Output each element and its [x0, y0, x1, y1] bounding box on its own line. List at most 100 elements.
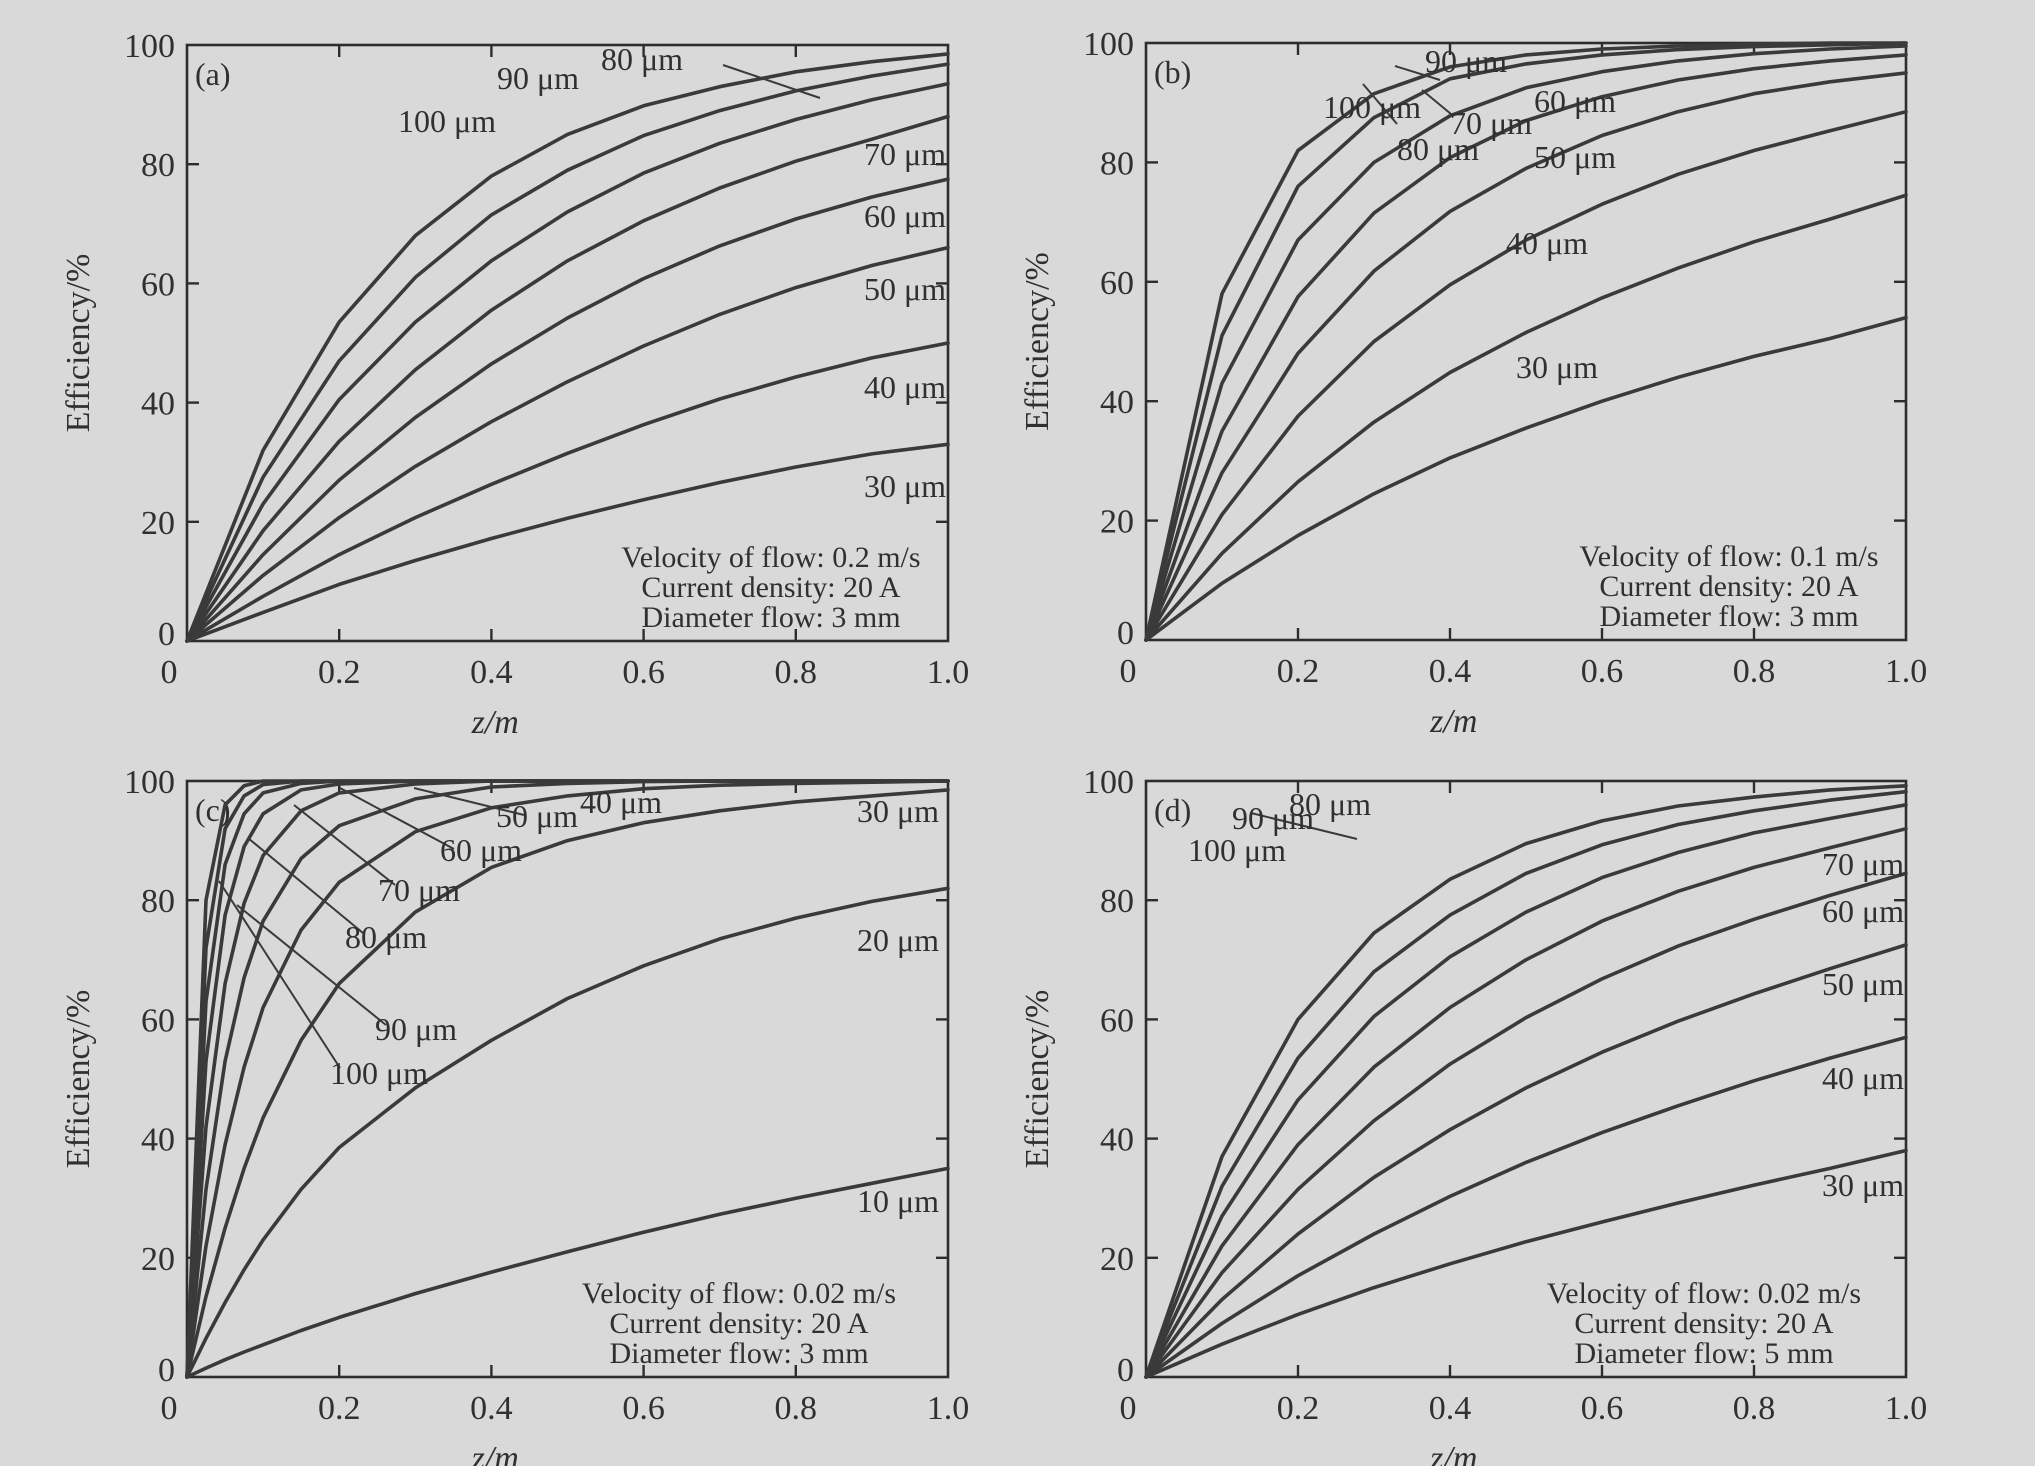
series-label: 70 μm: [1822, 846, 1904, 882]
series-line-30m: [1144, 1148, 1908, 1379]
chart-panel-c: 0 0.2 0.4 0.6 0.8 1.0 0 20 40 60 80 100 z/m Efficienc…: [60, 764, 969, 1466]
series-line-20m: [185, 886, 950, 1379]
y-tick-label: 0: [1117, 1352, 1134, 1389]
label-leader-line: [293, 804, 396, 886]
y-tick-label: 0: [158, 616, 175, 653]
x-tick-label: 1.0: [1885, 653, 1928, 690]
series-label: 40 μm: [1822, 1060, 1904, 1096]
y-tick-label: 0: [1117, 615, 1134, 652]
series-label: 60 μm: [864, 198, 946, 234]
label-leader-line: [1421, 89, 1452, 115]
y-axis-title: Efficiency/%: [60, 990, 97, 1169]
series-label: 60 μm: [1534, 83, 1616, 119]
x-tick-label: 0.2: [1277, 1390, 1320, 1427]
x-tick-label: 0.4: [1429, 653, 1472, 690]
series-label: 90 μm: [375, 1011, 457, 1047]
series-line-90m: [1144, 789, 1908, 1379]
label-leader-line: [236, 904, 387, 1026]
series-line-100m: [1144, 41, 1908, 642]
label-leader-line: [1394, 65, 1441, 81]
x-tick-label: 0.4: [1429, 1390, 1472, 1427]
series-label: 30 μm: [864, 468, 946, 504]
series-label: 70 μm: [1450, 105, 1532, 141]
panel-label: (b): [1154, 54, 1191, 90]
series-label: 30 μm: [1822, 1167, 1904, 1203]
series-label: 30 μm: [857, 793, 939, 829]
x-tick-label: 0: [161, 1390, 178, 1427]
x-tick-label: 0.2: [318, 1390, 361, 1427]
series-line-100m: [185, 52, 950, 643]
label-leader-line: [1362, 83, 1398, 125]
label-leader-line: [339, 787, 455, 850]
series-label: 80 μm: [345, 919, 427, 955]
y-tick-label: 40: [141, 386, 175, 423]
series-label: 20 μm: [857, 922, 939, 958]
label-leader-line: [413, 787, 525, 816]
series-label: 50 μm: [1822, 966, 1904, 1002]
condition-text: Velocity of flow: 0.02 m/s: [1547, 1277, 1861, 1310]
x-axis-title: z/m: [471, 704, 519, 741]
series-line-30m: [185, 442, 950, 643]
x-tick-label: 0.6: [1581, 1390, 1624, 1427]
label-leader-line: [1250, 812, 1358, 840]
series-label: 80 μm: [1397, 131, 1479, 167]
condition-text: Diameter flow: 5 mm: [1574, 1337, 1833, 1370]
series-label: 50 μm: [496, 798, 578, 834]
series-label: 60 μm: [440, 832, 522, 868]
y-tick-label: 60: [1100, 1002, 1134, 1039]
series-label: 60 μm: [1822, 893, 1904, 929]
series-line-40m: [185, 341, 950, 643]
y-tick-label: 40: [141, 1122, 175, 1159]
chart-panel-a: 0 0.2 0.4 0.6 0.8 1.0 0 20 40 60 80 100 z/m Efficienc…: [60, 28, 970, 741]
series-label: 70 μm: [864, 136, 946, 172]
series-line-70m: [1144, 826, 1908, 1379]
x-tick-label: 0.8: [775, 654, 818, 691]
series-line-40m: [1144, 193, 1908, 642]
y-tick-label: 20: [1100, 1241, 1134, 1278]
plot-frame: [1144, 41, 1908, 642]
series-line-40m: [185, 779, 950, 1379]
panel-label: (d): [1154, 792, 1191, 828]
x-axis-title: z/m: [471, 1440, 519, 1466]
x-tick-label: 0.6: [622, 654, 665, 691]
condition-text: Diameter flow: 3 mm: [641, 601, 900, 634]
label-leader-line: [722, 64, 821, 99]
x-tick-label: 0.6: [1581, 653, 1624, 690]
x-tick-label: 0: [161, 654, 178, 691]
x-tick-label: 0.8: [1733, 1390, 1776, 1427]
y-tick-label: 60: [1100, 265, 1134, 302]
series-line-70m: [185, 114, 950, 643]
x-tick-label: 0.2: [1277, 653, 1320, 690]
series-label: 50 μm: [1534, 139, 1616, 175]
series-label: 30 μm: [1516, 349, 1598, 385]
x-axis-title: z/m: [1429, 1440, 1477, 1466]
series-label: 40 μm: [1506, 225, 1588, 261]
y-tick-label: 60: [141, 1002, 175, 1039]
y-tick-label: 40: [1100, 384, 1134, 421]
series-label: 100 μm: [330, 1055, 428, 1091]
series-label: 90 μm: [1425, 43, 1507, 79]
x-tick-label: 1.0: [927, 654, 970, 691]
condition-text: Velocity of flow: 0.02 m/s: [582, 1277, 896, 1310]
series-label: 100 μm: [398, 103, 496, 139]
x-tick-label: 0: [1120, 653, 1137, 690]
series-label: 40 μm: [864, 369, 946, 405]
condition-text: Diameter flow: 3 mm: [609, 1337, 868, 1370]
series-label: 100 μm: [1188, 832, 1286, 868]
series-label: 50 μm: [864, 271, 946, 307]
series-line-60m: [1144, 71, 1908, 642]
x-tick-label: 0: [1120, 1390, 1137, 1427]
series-label: 80 μm: [1289, 786, 1371, 822]
plot-frame: [1144, 779, 1908, 1379]
series-line-100m: [185, 779, 950, 1379]
series-line-70m: [1144, 53, 1908, 642]
y-tick-label: 80: [141, 883, 175, 920]
series-line-10m: [185, 1166, 950, 1379]
x-tick-label: 0.2: [318, 654, 361, 691]
x-tick-label: 1.0: [1885, 1390, 1928, 1427]
series-line-50m: [185, 245, 950, 643]
series-line-80m: [1144, 44, 1908, 642]
y-tick-label: 80: [1100, 145, 1134, 182]
y-tick-label: 0: [158, 1352, 175, 1389]
